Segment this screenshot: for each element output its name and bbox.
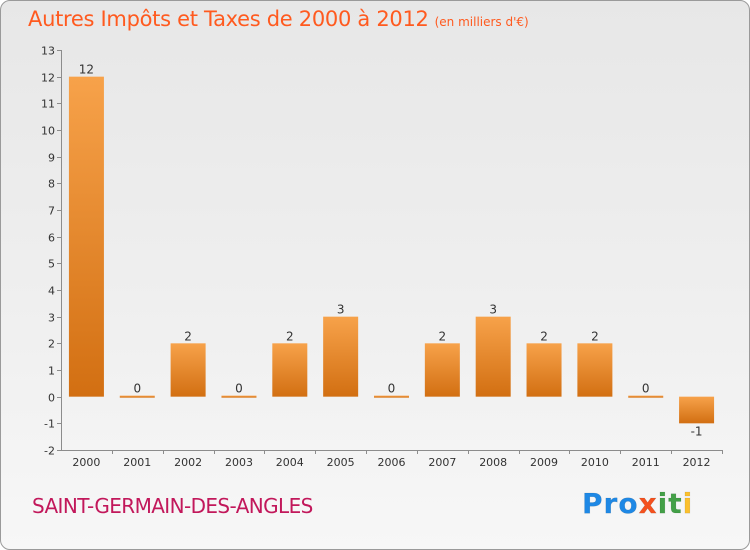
x-tick-label: 2009	[530, 456, 558, 469]
unit-label: (en milliers d'€)	[434, 15, 529, 29]
data-label: 2	[540, 329, 548, 343]
x-tick-label: 2007	[428, 456, 456, 469]
proxiti-logo[interactable]: Proxiti	[582, 487, 694, 521]
bar-2000	[68, 76, 104, 397]
x-tick-label: 2011	[632, 456, 660, 469]
data-label: 0	[388, 382, 396, 396]
bar-2005	[323, 316, 359, 397]
data-label: 12	[79, 63, 94, 77]
data-label: 3	[337, 303, 345, 317]
y-tick-label: 6	[48, 232, 55, 245]
y-tick-label: 3	[48, 312, 55, 325]
bar-2008	[475, 316, 511, 397]
bar-2006	[374, 395, 409, 398]
bar-2012	[679, 396, 715, 424]
title-text: Autres Impôts et Taxes de 2000 à 2012	[28, 7, 429, 31]
bar-2010	[577, 343, 613, 397]
y-tick-label: 2	[48, 338, 55, 351]
x-tick-label: 2003	[225, 456, 253, 469]
x-tick-label: 2002	[174, 456, 202, 469]
chart-title: Autres Impôts et Taxes de 2000 à 2012 (en…	[28, 7, 529, 31]
value-labels: 12 0 2 0 2 3 0 2 3 2 2 0 -1	[79, 63, 703, 439]
y-tick-label: 9	[48, 152, 55, 165]
logo-letter: P	[582, 487, 604, 521]
data-label: 2	[184, 329, 192, 343]
data-label: 3	[489, 303, 497, 317]
y-tick-label: 8	[48, 178, 55, 191]
x-tick-label: 2001	[123, 456, 151, 469]
y-tick-label: -1	[44, 418, 55, 431]
bar-2004	[272, 343, 308, 397]
x-tick-label: 2012	[683, 456, 711, 469]
y-tick-label: 12	[41, 72, 55, 85]
bar-2011	[628, 395, 664, 398]
data-label: 0	[642, 382, 650, 396]
bars	[68, 76, 715, 424]
data-label: 2	[439, 329, 447, 343]
y-tick-label: 7	[48, 205, 55, 218]
y-tick-label: 10	[41, 125, 55, 138]
bar-2009	[526, 343, 562, 397]
logo-letter: o	[618, 487, 639, 521]
x-tick-label: 2010	[581, 456, 609, 469]
data-label: -1	[691, 424, 703, 438]
data-label: 0	[133, 382, 141, 396]
x-tick-label: 2000	[72, 456, 100, 469]
y-tick-label: 11	[41, 98, 55, 111]
logo-letter: r	[603, 487, 619, 521]
y-tick-label: -2	[44, 445, 55, 458]
logo-letter: i	[682, 487, 694, 521]
bar-2007	[424, 343, 460, 397]
y-tick-label: 13	[41, 45, 55, 58]
x-tick-label: 2008	[479, 456, 507, 469]
data-label: 2	[286, 329, 294, 343]
logo-letter: x	[638, 487, 658, 521]
y-tick-label: 0	[48, 392, 55, 405]
x-tick-label: 2006	[378, 456, 406, 469]
data-label: 0	[235, 382, 243, 396]
y-tick-label: 5	[48, 258, 55, 271]
y-tick-label: 1	[48, 365, 55, 378]
y-tick-label: 4	[48, 285, 55, 298]
logo-letter: i	[657, 487, 669, 521]
bar-2002	[170, 343, 206, 397]
commune-name: SAINT-GERMAIN-DES-ANGLES	[32, 494, 313, 518]
bar-2001	[119, 395, 155, 398]
bar-2003	[221, 395, 257, 398]
x-tick-label: 2005	[327, 456, 355, 469]
x-tick-label: 2004	[276, 456, 304, 469]
logo-letter: t	[668, 487, 683, 521]
data-label: 2	[591, 329, 599, 343]
